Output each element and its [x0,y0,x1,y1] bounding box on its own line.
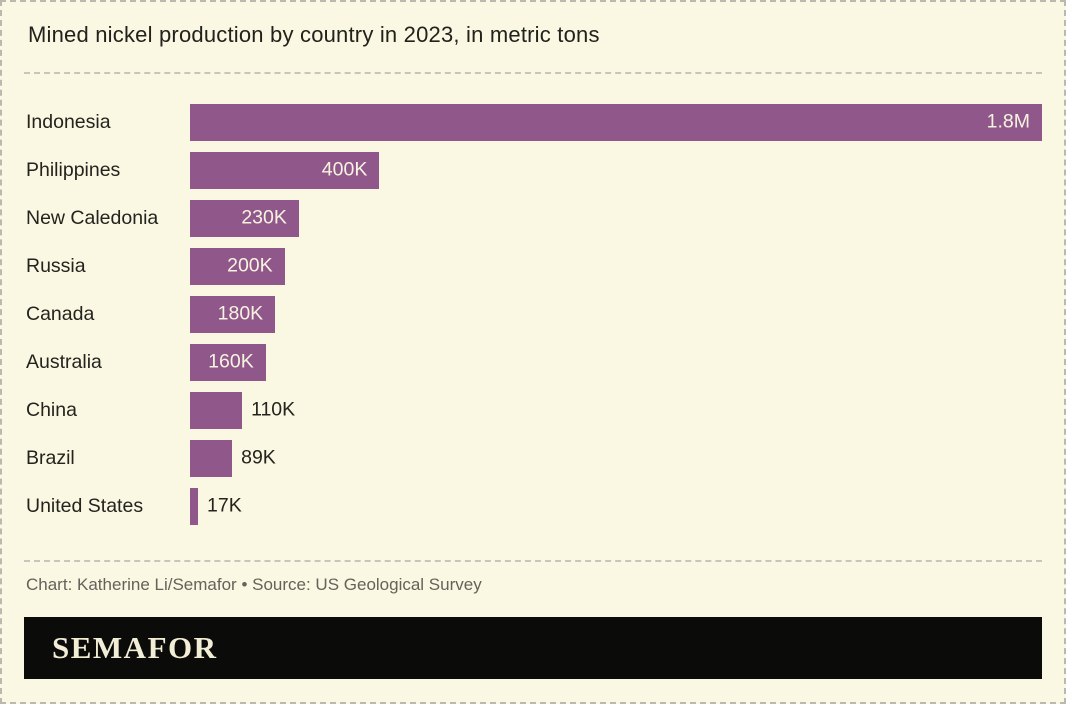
value-label: 89K [241,446,276,469]
footer-divider [24,560,1042,562]
bar: 160K [190,343,266,381]
country-label: Russia [26,254,86,277]
chart-row: United States 17K [26,482,1042,530]
chart-row: Indonesia 1.8M [26,98,1042,146]
country-label: Canada [26,302,95,325]
chart-row: China 110K [26,386,1042,434]
value-label: 230K [241,206,287,229]
bar: 200K [190,247,285,285]
bar-track: 89K [190,439,1042,477]
bar-track: 17K [190,487,1042,525]
chart-title: Mined nickel production by country in 20… [28,22,600,47]
chart-row: Canada 180K [26,290,1042,338]
value-label: 110K [251,398,296,421]
country-label: Brazil [26,446,75,469]
chart-row: New Caledonia 230K [26,194,1042,242]
bar-track: 200K [190,247,1042,285]
chart-row: Philippines 400K [26,146,1042,194]
bar-track: 180K [190,295,1042,333]
bar-track: 110K [190,391,1042,429]
semafor-logo-bar: SEMAFOR [24,617,1042,679]
bar: 180K [190,295,276,333]
bar-rows: Indonesia 1.8M Philippines 400K New Caledoni… [26,98,1042,530]
bar [190,391,243,429]
value-label: 200K [227,254,273,277]
bar: 230K [190,199,299,237]
chart-row: Russia 200K [26,242,1042,290]
bar [190,487,199,525]
value-label: 1.8M [986,110,1030,133]
value-label: 17K [207,494,242,517]
chart-row: Brazil 89K [26,434,1042,482]
value-label: 180K [217,302,264,325]
title-divider [24,72,1042,74]
credit-line: Chart: Katherine Li/Semafor • Source: US… [26,575,482,594]
chart-row: Australia 160K [26,338,1042,386]
value-label: 160K [208,350,254,373]
semafor-wordmark: SEMAFOR [52,630,218,665]
bar-track: 1.8M [190,103,1042,141]
bar-track: 230K [190,199,1042,237]
country-label: United States [26,494,144,517]
bar: 400K [190,151,380,189]
bar [190,439,233,477]
country-label: Philippines [26,158,121,181]
country-label: Australia [26,350,102,373]
bar-chart: Indonesia 1.8M Philippines 400K New Caledoni… [24,98,1042,530]
bar-track: 400K [190,151,1042,189]
country-label: Indonesia [26,110,111,133]
bar: 1.8M [190,103,1042,141]
bar-track: 160K [190,343,1042,381]
country-label: New Caledonia [26,206,159,229]
country-label: China [26,398,77,421]
value-label: 400K [321,158,368,181]
